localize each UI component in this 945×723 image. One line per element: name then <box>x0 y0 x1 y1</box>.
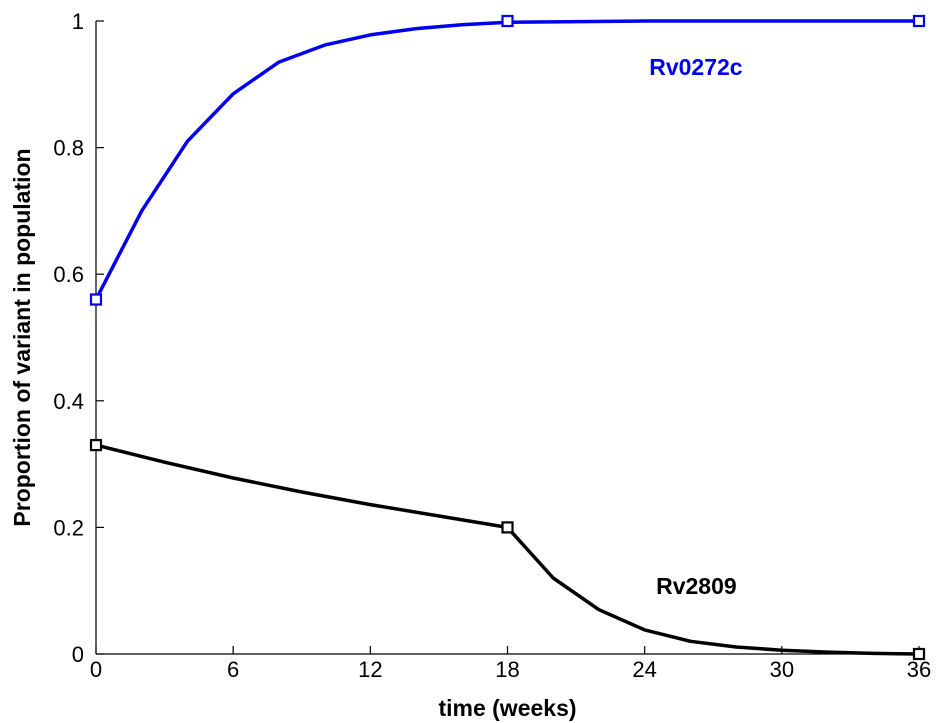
x-tick-label: 36 <box>907 657 931 682</box>
x-tick-label: 12 <box>358 657 382 682</box>
series-line-rv2809 <box>94 443 921 656</box>
y-tick-label: 0.2 <box>53 515 84 540</box>
data-point-rv2809 <box>912 647 926 661</box>
series-line-rv0272c <box>94 19 921 302</box>
y-axis-label: Proportion of variant in population <box>9 148 35 526</box>
x-tick-label: 18 <box>495 657 519 682</box>
y-tick-label: 1 <box>72 9 84 34</box>
y-tick-label: 0.4 <box>53 389 84 414</box>
series-label-rv2809: Rv2809 <box>656 573 737 599</box>
x-tick-label: 30 <box>770 657 794 682</box>
y-tick-label: 0.6 <box>53 262 84 287</box>
axes: 0 6 12 18 24 30 36 0 0.2 0.4 0.6 0.8 1 <box>53 9 931 682</box>
data-point-rv0272c <box>501 14 514 28</box>
data-point-rv0272c <box>912 14 926 28</box>
x-tick-label: 24 <box>632 657 656 682</box>
x-tick-label: 6 <box>227 657 239 682</box>
data-point-rv0272c <box>89 293 103 306</box>
y-tick-label: 0.8 <box>53 136 84 161</box>
series-label-rv0272c: Rv0272c <box>649 54 743 80</box>
x-axis-label: time (weeks) <box>438 695 576 721</box>
y-tick-label: 0 <box>72 642 84 667</box>
data-point-rv2809 <box>501 521 514 534</box>
data-point-rv2809 <box>89 439 103 452</box>
series-layer <box>89 14 926 661</box>
x-tick-label: 0 <box>90 657 102 682</box>
